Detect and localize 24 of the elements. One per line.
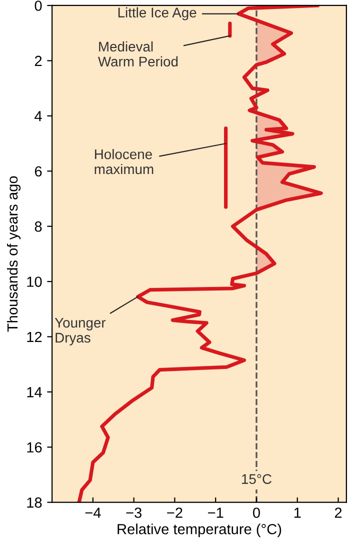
y-tick-label: 18 xyxy=(27,497,42,508)
y-tick-label: 12 xyxy=(27,332,42,342)
x-tick-label: −1 xyxy=(208,508,224,518)
annotation: Younger Dryas xyxy=(54,318,106,346)
ref-line-label: 15°C xyxy=(242,474,272,484)
y-tick-label: 6 xyxy=(34,166,42,177)
y-tick-label: 16 xyxy=(27,442,42,453)
y-axis-title: Thousands of years ago xyxy=(6,176,21,332)
y-tick-label: 0 xyxy=(34,0,42,11)
x-tick-label: 1 xyxy=(294,508,301,518)
x-tick-label: −2 xyxy=(167,508,182,518)
y-tick-label: 4 xyxy=(34,111,42,122)
y-tick-label: 2 xyxy=(34,56,42,66)
y-tick-label: 14 xyxy=(27,387,42,398)
x-tick-label: −3 xyxy=(126,508,142,518)
x-tick-label: 0 xyxy=(253,508,260,518)
annotation: Holocene maximum xyxy=(94,148,154,174)
x-tick-label: −4 xyxy=(85,508,101,518)
annotation: Medieval Warm Period xyxy=(98,41,178,67)
x-axis-title: Relative temperature (°C) xyxy=(118,524,282,538)
y-tick-label: 8 xyxy=(34,221,42,232)
y-tick-label: 10 xyxy=(27,276,42,287)
x-tick-label: 2 xyxy=(334,508,342,518)
annotation: Little Ice Age xyxy=(118,7,196,20)
